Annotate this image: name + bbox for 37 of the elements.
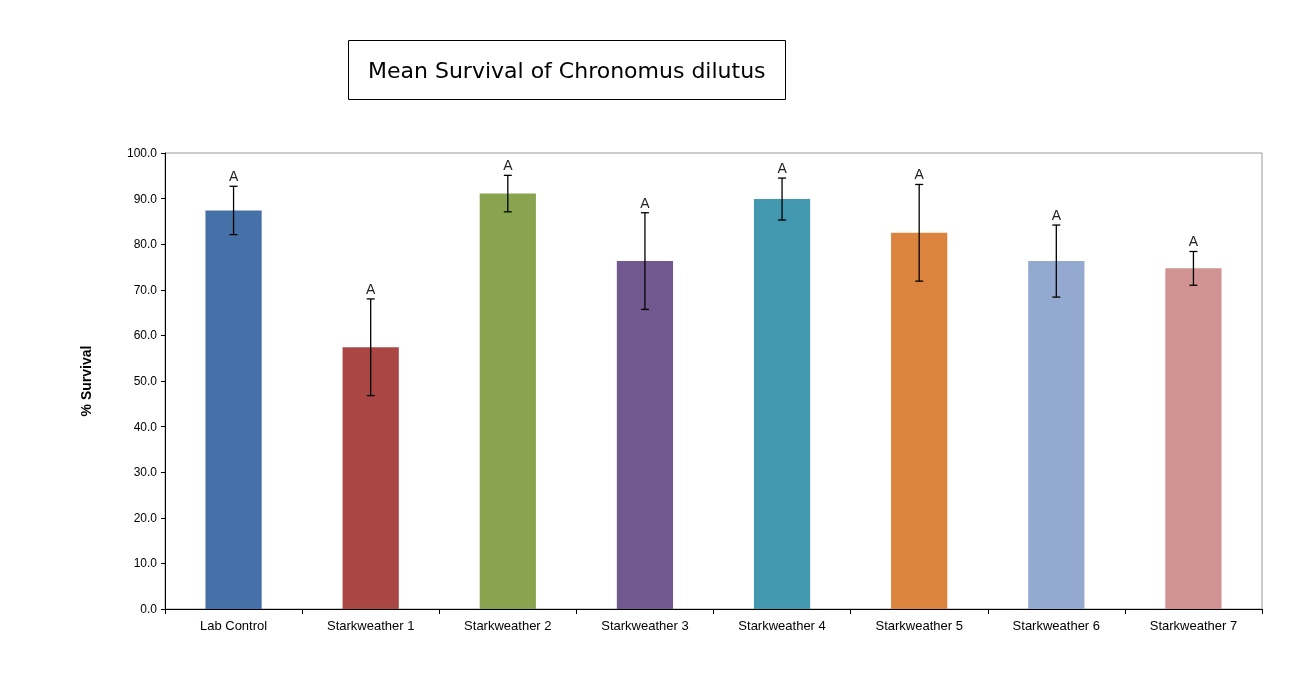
annotation: A <box>503 157 514 174</box>
y-tick-label: 30.0 <box>133 465 158 480</box>
annotation: A <box>366 280 377 297</box>
y-tick-label: 10.0 <box>133 556 158 571</box>
y-tick-label: 100.0 <box>126 146 158 160</box>
chart-title: Mean Survival of Chronomus dilutus <box>368 57 766 83</box>
y-tick-label: 20.0 <box>133 510 158 525</box>
y-axis-title: % Survival <box>78 345 94 417</box>
annotation: A <box>1188 233 1199 250</box>
bar <box>753 199 811 609</box>
y-tick-label: 50.0 <box>133 374 158 388</box>
x-tick-label: Starkweather 2 <box>464 618 552 633</box>
y-tick-label: 40.0 <box>133 419 158 434</box>
x-tick-label: Starkweather 4 <box>738 618 826 633</box>
bar <box>1165 268 1222 609</box>
bar <box>1028 261 1085 609</box>
bar <box>479 193 536 609</box>
bar <box>205 210 262 609</box>
y-tick-label: 60.0 <box>133 328 158 343</box>
annotation: A <box>914 166 925 183</box>
annotation: A <box>1051 207 1062 224</box>
annotation: A <box>228 168 239 185</box>
x-tick-label: Starkweather 7 <box>1149 618 1238 633</box>
y-tick-label: 80.0 <box>133 237 158 252</box>
annotation: A <box>640 194 651 211</box>
bar <box>342 347 399 609</box>
x-tick-label: Starkweather 6 <box>1012 618 1101 633</box>
y-tick-label: 90.0 <box>133 191 158 206</box>
x-tick-label: Starkweather 1 <box>326 618 415 633</box>
bar <box>616 261 674 609</box>
y-tick-label: 70.0 <box>133 282 158 297</box>
x-tick-label: Lab Control <box>199 618 268 633</box>
bar <box>891 232 948 609</box>
x-tick-label: Starkweather 3 <box>601 618 689 633</box>
annotation: A <box>777 160 788 177</box>
y-tick-label: 0.0 <box>140 602 158 616</box>
x-tick-label: Starkweather 5 <box>875 618 963 633</box>
